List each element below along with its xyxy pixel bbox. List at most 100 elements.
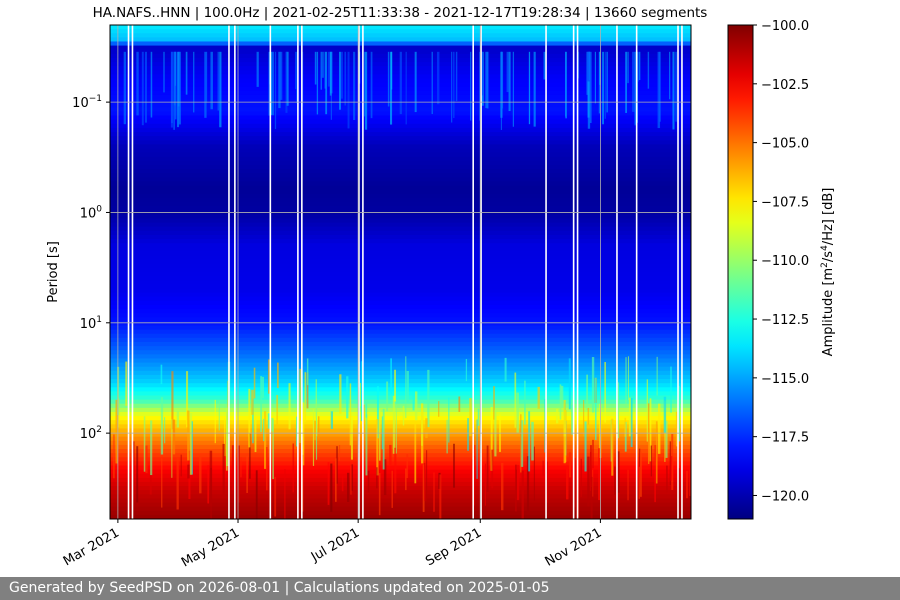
spectrogram-streak (125, 361, 128, 406)
spectrogram-band (110, 329, 691, 335)
spectrogram-streak (627, 51, 629, 84)
spectrogram-band (110, 292, 691, 298)
spectrogram-streak (425, 418, 428, 439)
spectrogram-band (110, 333, 691, 339)
spectrogram-streak (465, 359, 468, 382)
spectrogram-streak (493, 386, 495, 420)
spectrogram-streak (542, 460, 544, 476)
spectrogram-streak (599, 51, 601, 85)
x-tick-label: Nov 2021 (543, 525, 605, 569)
spectrogram-streak (479, 51, 481, 121)
spectrogram-streak (424, 462, 426, 501)
spectrogram-streak (299, 368, 302, 433)
spectrogram-streak (363, 51, 366, 117)
spectrogram-streak (325, 51, 328, 115)
spectrogram-streak (255, 470, 258, 519)
spectrogram-band (110, 473, 691, 479)
spectrogram-streak (606, 51, 608, 113)
spectrogram-streak (339, 374, 342, 414)
data-gap-line (362, 25, 364, 519)
spectrogram-band (110, 481, 691, 487)
spectrogram-streak (666, 465, 668, 493)
spectrogram-streak (504, 357, 507, 382)
spectrogram-streak (421, 403, 423, 446)
spectrogram-streak (161, 458, 163, 508)
spectrogram-streak (360, 382, 362, 407)
spectrogram-band (110, 395, 691, 401)
spectrogram-streak (617, 451, 620, 493)
spectrogram-streak (164, 417, 166, 444)
spectrogram-band (110, 222, 691, 228)
spectrogram-streak (602, 51, 604, 125)
spectrogram-streak (209, 450, 213, 507)
spectrogram-streak (261, 376, 265, 399)
spectrogram-streak (516, 464, 520, 501)
x-tick-label: May 2021 (179, 525, 242, 570)
spectrogram-streak (136, 446, 139, 503)
spectrogram-streak (544, 399, 546, 453)
spectrogram-streak (467, 418, 469, 451)
spectrogram-streak (256, 51, 259, 87)
spectrogram-streak (587, 51, 590, 82)
spectrogram-streak (294, 51, 297, 90)
spectrogram-streak (324, 51, 326, 89)
spectrogram-streak (405, 356, 407, 419)
spectrogram-streak (226, 407, 228, 471)
spectrogram-band (110, 243, 691, 248)
spectrogram-streak (249, 433, 251, 479)
spectrogram-streak (638, 51, 641, 80)
spectrogram-band (110, 350, 691, 355)
spectrogram-streak (246, 456, 248, 493)
data-gap-line (234, 25, 236, 519)
spectrogram-band (110, 123, 691, 129)
spectrogram-band (110, 337, 691, 343)
spectrogram-streak (376, 418, 379, 476)
spectrogram-band (110, 387, 691, 392)
spectrogram-band (110, 428, 691, 434)
spectrogram-streak (270, 51, 273, 116)
spectrogram-streak (237, 445, 240, 503)
spectrogram-band (110, 407, 691, 413)
spectrogram-streak (292, 443, 295, 493)
spectrogram-streak (143, 416, 146, 472)
spectrogram-band (110, 300, 691, 306)
spectrogram-streak (584, 421, 587, 472)
spectrogram-band (110, 420, 691, 425)
spectrogram-streak (149, 475, 152, 495)
spectrogram-streak (634, 51, 636, 125)
spectrogram-streak (265, 447, 268, 491)
spectrogram-streak (186, 371, 189, 428)
spectrogram-streak (625, 357, 627, 407)
spectrogram-band (110, 226, 691, 232)
spectrogram-streak (299, 420, 301, 444)
spectrogram-streak (344, 51, 347, 106)
spectrogram-streak (406, 371, 409, 403)
spectrogram-streak (453, 443, 455, 488)
spectrogram-streak (274, 51, 277, 130)
spectrogram-streak (528, 411, 531, 472)
y-tick-label: 101 (80, 315, 102, 332)
spectrogram-band (110, 486, 691, 491)
spectrogram-streak (533, 51, 536, 127)
spectrogram-band (110, 514, 691, 519)
spectrogram-band (110, 136, 691, 141)
spectrogram-streak (591, 357, 595, 413)
spectrogram-streak (214, 399, 216, 444)
spectrogram-band (110, 119, 691, 125)
spectrogram-streak (594, 51, 596, 104)
spectrogram-band (110, 304, 691, 310)
y-tick-label: 102 (80, 425, 102, 442)
spectrogram-streak (617, 382, 620, 439)
spectrogram-streak (306, 372, 309, 409)
spectrogram-streak (252, 398, 254, 444)
spectrogram-streak (586, 374, 589, 411)
spectrogram-streak (382, 408, 385, 470)
spectrogram-band (110, 272, 691, 277)
spectrogram-streak (543, 51, 546, 80)
spectrogram-streak (506, 51, 509, 93)
spectrogram-streak (240, 457, 242, 478)
spectrogram-streak (665, 420, 668, 458)
spectrogram-streak (624, 417, 627, 437)
spectrogram-streak (592, 439, 594, 469)
footer-text: Generated by SeedPSD on 2026-08-01 | Cal… (9, 580, 550, 596)
